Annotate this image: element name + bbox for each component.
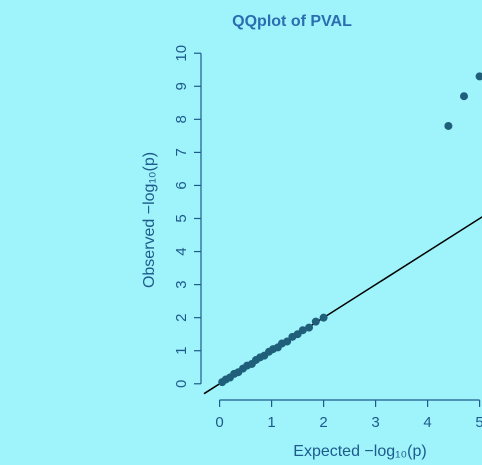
y-tick-label: 2 <box>173 313 190 321</box>
x-tick-label: 2 <box>319 414 327 431</box>
y-axis-label: Observed −log₁₀(p) <box>141 152 158 288</box>
y-tick-label: 0 <box>173 380 190 388</box>
x-tick-label: 4 <box>423 414 431 431</box>
x-tick-label: 1 <box>267 414 275 431</box>
chart: QQplot of PVAL Expected −log₁₀(p) Observ… <box>0 0 482 465</box>
point <box>305 324 313 332</box>
y-tick-label: 3 <box>173 280 190 288</box>
y-tick-label: 9 <box>173 82 190 90</box>
y-tick-label: 10 <box>173 45 190 62</box>
x-axis-label: Expected −log₁₀(p) <box>293 443 426 460</box>
y-tick-label: 7 <box>173 148 190 156</box>
x-tick-label: 3 <box>371 414 379 431</box>
point <box>460 92 468 100</box>
y-tick-label: 1 <box>173 347 190 355</box>
point <box>320 314 328 322</box>
chart-title: QQplot of PVAL <box>232 13 352 30</box>
y-tick-label: 5 <box>173 214 190 222</box>
y-tick-label: 8 <box>173 115 190 123</box>
y-tick-label: 6 <box>173 181 190 189</box>
point <box>476 72 482 80</box>
x-tick-label: 0 <box>215 414 223 431</box>
point <box>312 318 320 326</box>
x-tick-label: 5 <box>475 414 482 431</box>
point <box>444 122 452 130</box>
y-tick-label: 4 <box>173 247 190 255</box>
